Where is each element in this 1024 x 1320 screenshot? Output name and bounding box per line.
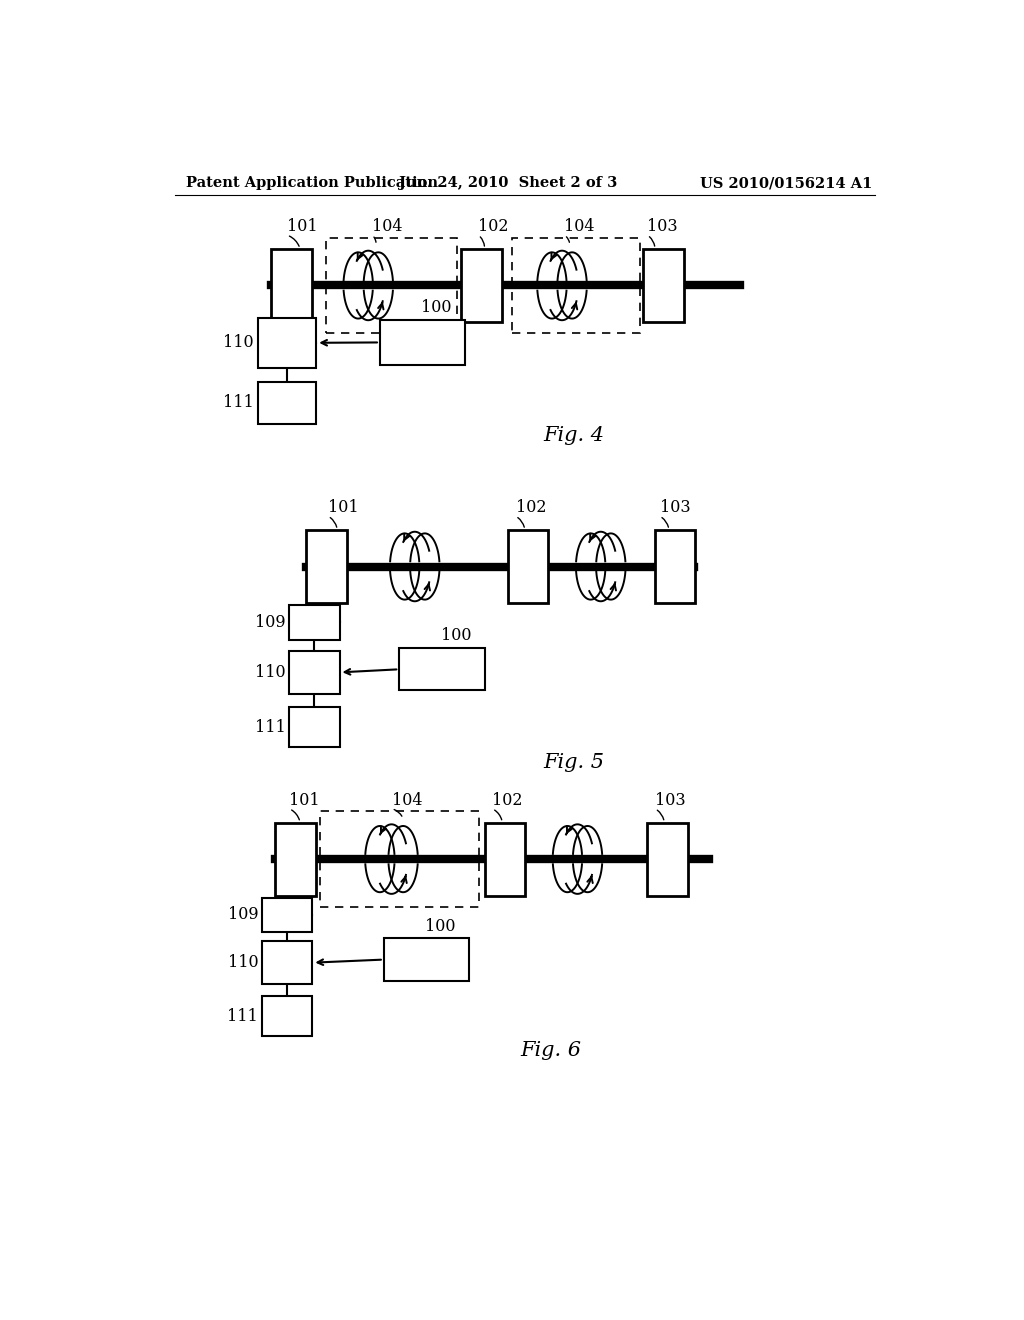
Bar [289,605,340,640]
Text: Fig. 6: Fig. 6 [520,1040,581,1060]
Bar [258,381,316,424]
Text: 110: 110 [255,664,286,681]
Bar [262,898,312,932]
Text: 100: 100 [440,627,471,644]
Bar [258,318,316,368]
Text: 111: 111 [227,1007,258,1024]
Bar [271,249,311,322]
Bar [289,708,340,747]
Bar [380,321,465,364]
Bar [399,648,484,690]
Text: 104: 104 [391,792,422,809]
Text: 103: 103 [659,499,690,516]
Text: 102: 102 [515,499,546,516]
Bar [647,822,687,896]
Bar [275,822,315,896]
Text: Patent Application Publication: Patent Application Publication [186,176,438,190]
Text: 111: 111 [223,395,254,412]
Bar [643,249,684,322]
Text: Fig. 4: Fig. 4 [543,426,604,445]
Text: 109: 109 [227,907,258,924]
Text: 101: 101 [289,792,319,809]
Text: 100: 100 [421,300,452,317]
Bar [384,939,469,981]
Text: 110: 110 [223,334,254,351]
Text: Fig. 5: Fig. 5 [543,754,604,772]
Text: 101: 101 [328,499,358,516]
Bar [306,529,346,603]
Bar [484,822,524,896]
Bar [289,651,340,693]
Bar [262,997,312,1036]
Text: 104: 104 [372,218,402,235]
Text: 103: 103 [647,218,678,235]
Bar [655,529,695,603]
Bar [512,238,640,333]
Text: 111: 111 [255,719,286,737]
Text: 109: 109 [255,614,286,631]
Bar [262,941,312,983]
Text: 104: 104 [564,218,595,235]
Text: 100: 100 [425,917,456,935]
Text: 101: 101 [287,218,317,235]
Bar [321,812,479,907]
Bar [326,238,458,333]
Text: 103: 103 [655,792,686,809]
Text: 102: 102 [493,792,522,809]
Text: US 2010/0156214 A1: US 2010/0156214 A1 [699,176,872,190]
Text: 102: 102 [478,218,509,235]
Bar [461,249,502,322]
Bar [508,529,548,603]
Text: 110: 110 [227,954,258,972]
Text: Jun. 24, 2010  Sheet 2 of 3: Jun. 24, 2010 Sheet 2 of 3 [398,176,616,190]
